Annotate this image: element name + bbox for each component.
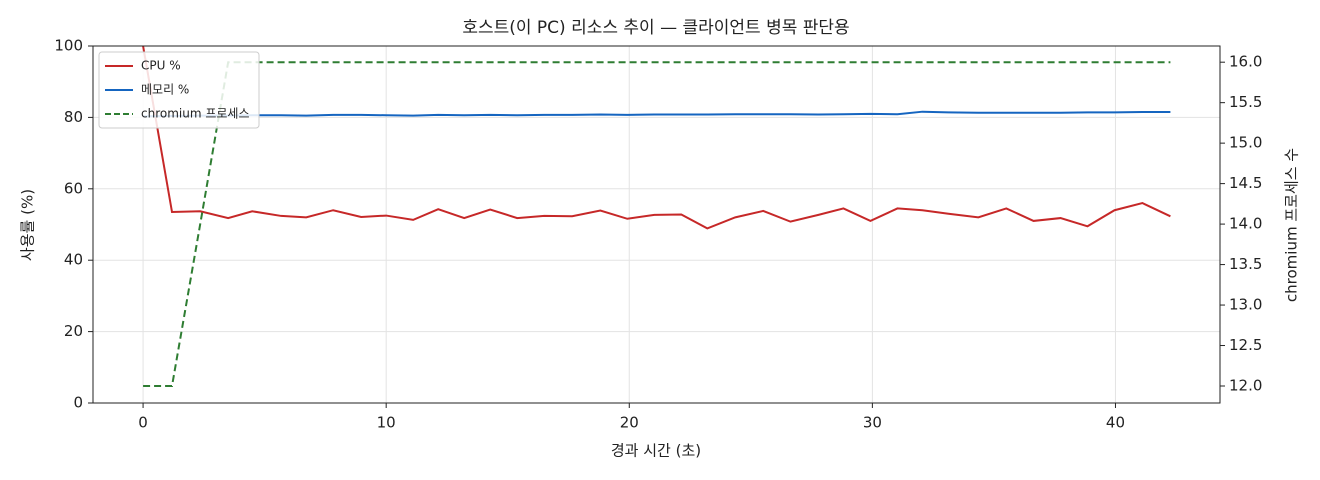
y2-tick-label: 12.0 — [1229, 377, 1262, 395]
series-line — [143, 61, 1171, 387]
y2-tick-label: 14.0 — [1229, 215, 1262, 233]
y2-tick-label: 15.0 — [1229, 134, 1262, 152]
x-tick-label: 20 — [620, 414, 639, 432]
y-tick-label: 20 — [64, 322, 83, 340]
plot-frame — [92, 45, 1221, 404]
legend-label: 메모리 % — [141, 83, 189, 97]
y2-tick-label: 16.0 — [1229, 53, 1262, 71]
x-tick-label: 30 — [863, 414, 882, 432]
series-line — [142, 45, 1171, 230]
y-tick-label: 100 — [54, 37, 83, 55]
y2-tick-label: 13.5 — [1229, 255, 1262, 273]
x-tick-label: 0 — [138, 414, 148, 432]
y-tick-label: 80 — [64, 108, 83, 126]
y-tick-label: 60 — [64, 179, 83, 197]
series-line — [143, 110, 1171, 118]
y2-tick-label: 12.5 — [1229, 336, 1262, 354]
legend: CPU % 메모리 % chromium 프로세스 — [98, 51, 260, 129]
y2-tick-label: 14.5 — [1229, 174, 1262, 192]
y2-axis-label: chromium 프로세스 수 — [1283, 148, 1301, 302]
y-tick-label: 40 — [64, 251, 83, 269]
legend-label: chromium 프로세스 — [141, 107, 250, 121]
y-axis-label: 사용률 (%) — [19, 189, 37, 261]
legend-box — [98, 51, 260, 129]
chart-title: 호스트(이 PC) 리소스 추이 — 클라이언트 병목 판단용 — [462, 18, 849, 38]
x-tick-label: 10 — [377, 414, 396, 432]
legend-label: CPU % — [141, 59, 181, 73]
y-tick-label: 0 — [73, 394, 83, 412]
x-axis-label: 경과 시간 (초) — [611, 442, 701, 460]
y2-tick-label: 13.0 — [1229, 296, 1262, 314]
y2-tick-label: 15.5 — [1229, 93, 1262, 111]
x-tick-label: 40 — [1106, 414, 1125, 432]
